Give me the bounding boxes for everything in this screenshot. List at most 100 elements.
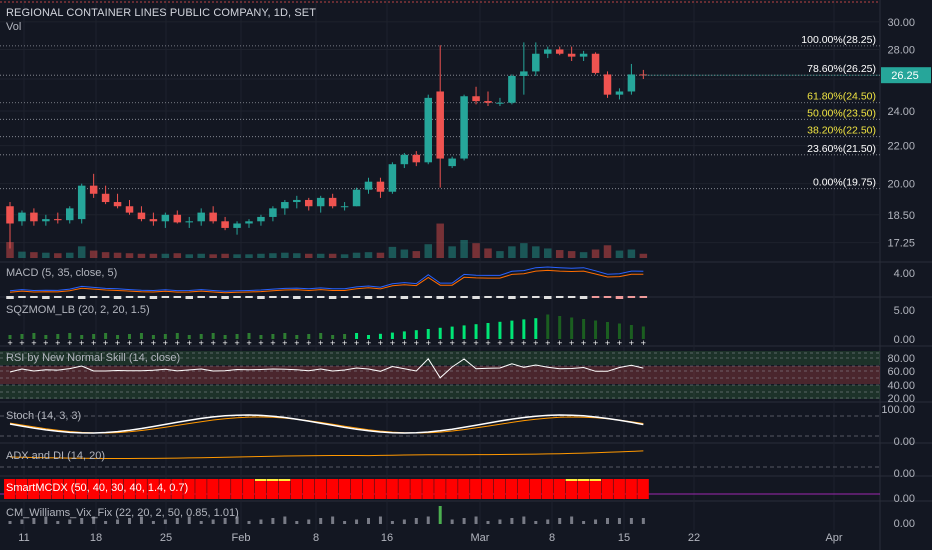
sqzmom-bar [474,324,478,339]
vixfix-bar [235,516,239,524]
x-tick-label: 18 [90,532,102,544]
vixfix-bar [8,521,12,524]
sqzmom-dot: + [413,339,419,347]
macd-histogram-bar [54,296,62,298]
macd-histogram-bar [460,296,468,298]
candle-body [364,181,373,190]
sqzmom-dot: + [282,339,288,347]
smartmcdx-bar [243,479,255,499]
vixfix-bar [450,519,454,524]
vixfix-bar [343,521,347,524]
sqzmom-bar [223,335,227,339]
smartmcdx-bar [398,479,410,499]
sqzmom-bar [606,322,609,339]
adx-line [9,450,644,459]
smartmcdx-bar [493,479,506,499]
sqzmom-dot: + [557,339,563,347]
candle-body [340,206,349,208]
sqzmom-bar [68,333,72,339]
sqzmom-bar [187,335,191,339]
price-tick-label: 20.00 [887,179,915,191]
volume-bar [544,248,552,258]
sqzmom-dot: + [318,339,324,347]
volume-bar [400,249,409,258]
candle-body [66,208,74,221]
sqzmom-bar [104,333,108,339]
candle-body [508,75,516,103]
volume-bar [30,252,38,258]
candle-body [209,212,217,222]
volume-bar [328,253,337,258]
sqzmom-dot: + [79,339,85,347]
smartmcdx-marker [565,479,578,481]
smartmcdx-bar [589,479,602,499]
panel-label-stoch: Stoch (14, 3, 3) [6,410,82,422]
sqzmom-dot: + [366,339,372,347]
sqzmom-bar [438,327,442,339]
smartmcdx-bar [147,479,159,499]
sqzmom-bar [641,326,645,339]
volume-label: Vol [6,21,22,33]
sqzmom-bar [594,320,598,339]
macd-histogram-bar [257,296,265,299]
volume-bar [269,253,277,258]
sqzmom-dot: + [186,339,192,347]
smartmcdx-bar [613,479,625,499]
smartmcdx-bar [577,479,590,499]
sqzmom-bar [534,318,538,339]
candle-body [293,199,301,203]
vixfix-bar [522,516,526,524]
volume-bar [66,252,74,258]
vixfix-bar [558,518,562,524]
sqzmom-dot: + [473,339,479,347]
smartmcdx-bar [183,479,195,499]
candle-body [316,197,325,207]
smartmcdx-bar [231,479,243,499]
sqzmom-dot: + [437,339,443,347]
macd-histogram-bar [209,296,217,298]
volume-bar [484,248,492,258]
vixfix-bar [68,519,72,524]
sqzmom-dot: + [354,339,360,347]
vixfix-bar [80,518,84,524]
candle-body [412,154,421,163]
vixfix-bar [606,518,609,524]
sqzmom-dot: + [270,339,276,347]
smartmcdx-bar [458,479,470,499]
candle-body [30,212,38,222]
macd-histogram-bar [245,296,253,298]
sqzmom-dot: + [258,339,264,347]
volume-bar [89,250,98,258]
sqzmom-dot: + [127,339,133,347]
smartmcdx-bar [374,479,386,499]
macd-histogram-bar [400,296,409,299]
candle-body [603,74,612,95]
candle-body [532,53,540,72]
smartmcdx-bar [637,479,649,499]
panel-axis-label: 20.00 [887,393,915,405]
candle-body [89,185,98,194]
sqzmom-bar [462,325,466,339]
vixfix-bar [367,518,370,524]
volume-bar [508,246,516,258]
volume-bar [209,254,217,258]
sqzmom-dot: + [55,339,61,347]
vixfix-bar [32,518,36,524]
sqzmom-dot: + [545,339,551,347]
smartmcdx-bar [15,479,28,499]
sqzmom-dot: + [497,339,503,347]
macd-histogram-bar [269,296,277,298]
sqzmom-dot: + [401,339,407,347]
panel-label-rsi: RSI by New Normal Skill (14, close) [6,352,181,364]
volume-bar [281,252,289,258]
sqzmom-bar [546,314,550,339]
candle-body [77,185,86,220]
macd-histogram-bar [66,296,74,298]
sqzmom-bar [367,335,370,339]
price-tick-label: 17.25 [887,238,915,250]
fib-level-label: 100.00%(28.25) [801,34,876,46]
macd-histogram-bar [567,296,576,298]
smartmcdx-bar [99,479,112,499]
macd-histogram-bar [281,296,289,298]
